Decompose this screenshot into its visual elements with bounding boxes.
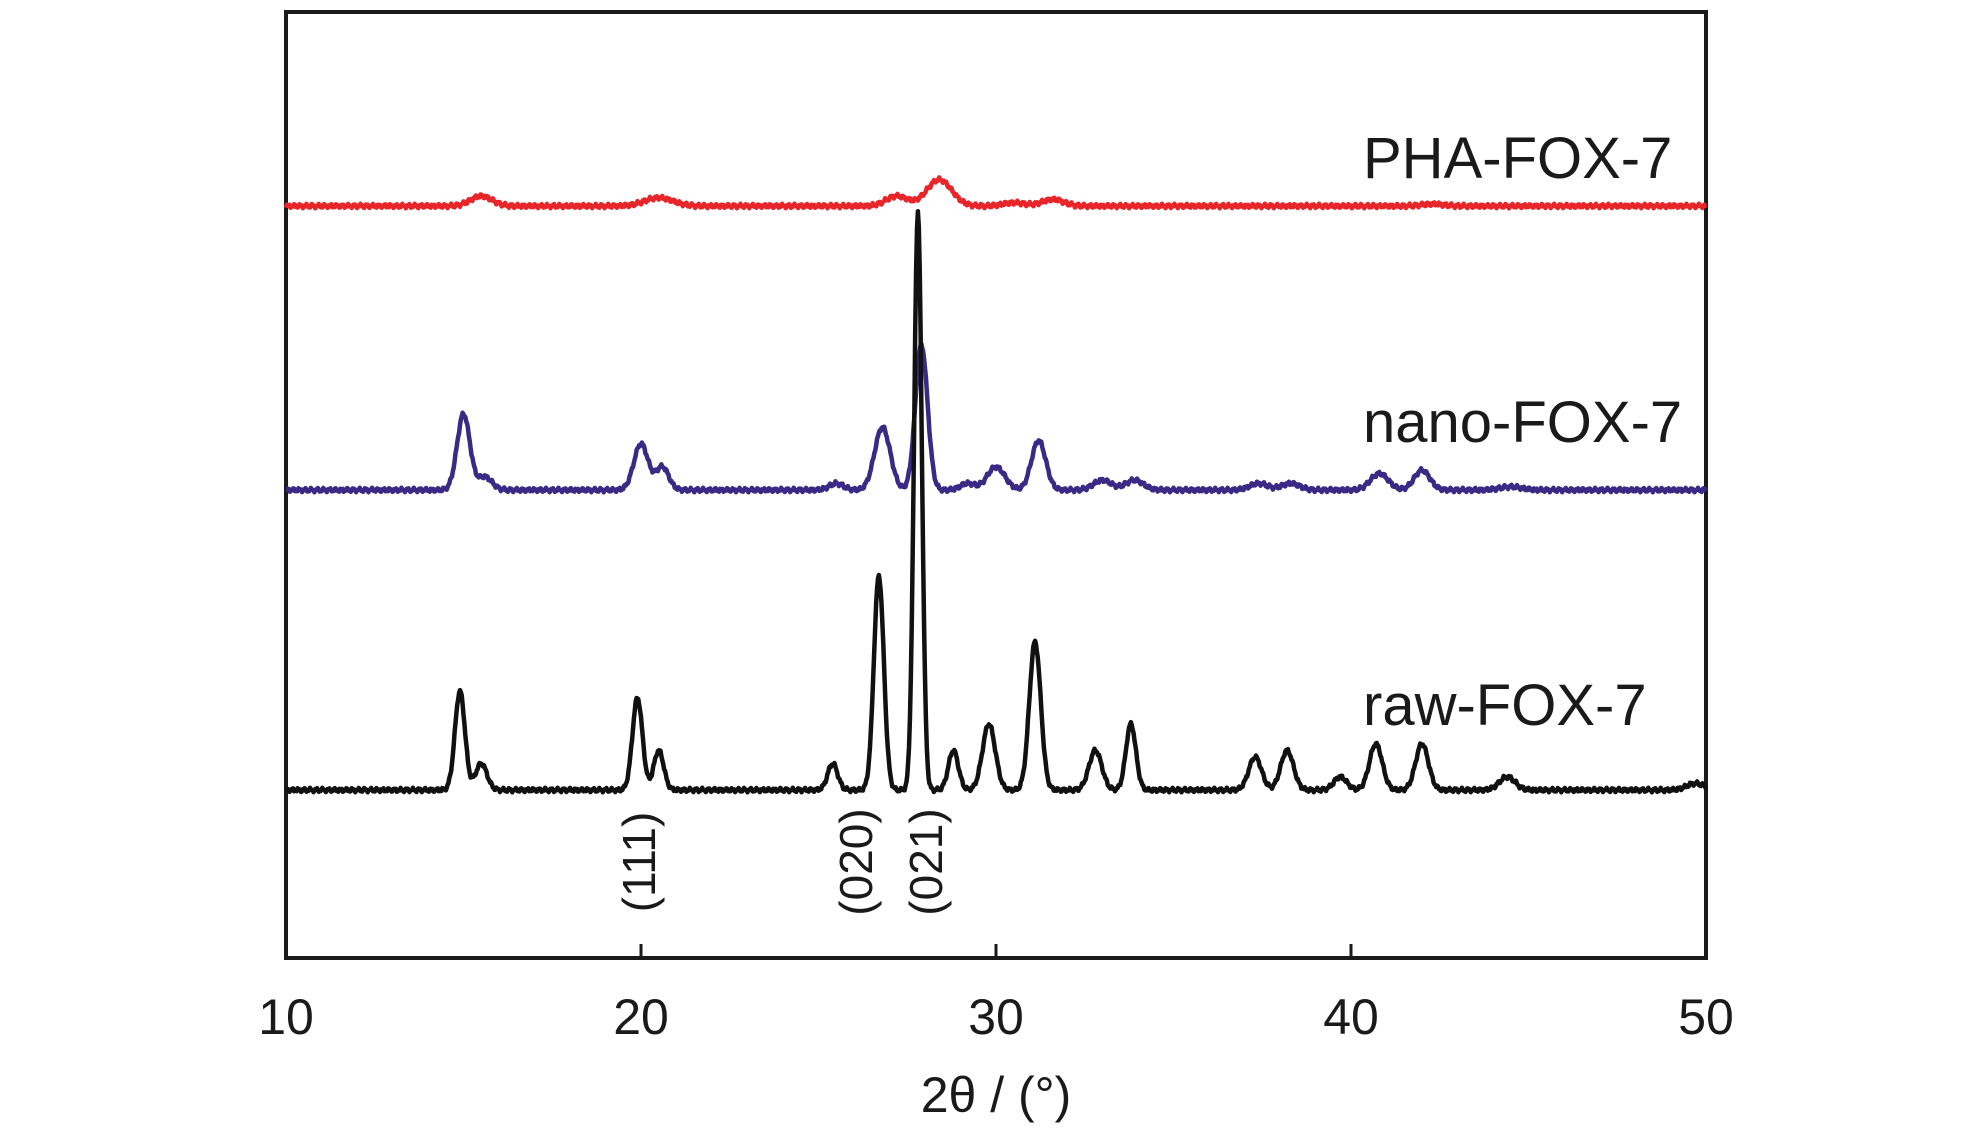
series-line-raw-fox-7 xyxy=(284,209,1709,795)
x-axis-title: 2θ / (°) xyxy=(921,1067,1072,1123)
x-axis-ticks: 10 20 30 40 50 xyxy=(258,944,1734,1045)
x-tick-label: 40 xyxy=(1323,989,1379,1045)
series-label-pha: PHA-FOX-7 xyxy=(1363,126,1672,191)
x-tick-label: 30 xyxy=(968,989,1024,1045)
x-tick-label: 50 xyxy=(1678,989,1734,1045)
x-tick-label: 20 xyxy=(613,989,669,1045)
x-tick-label: 10 xyxy=(258,989,314,1045)
series-line-pha-fox-7 xyxy=(283,175,1708,211)
annotation-111: (111) xyxy=(613,812,665,913)
annotation-021: (021) xyxy=(900,808,952,915)
series-label-nano: nano-FOX-7 xyxy=(1363,390,1682,455)
series-line-nano-fox-7 xyxy=(284,341,1708,495)
series-label-raw: raw-FOX-7 xyxy=(1363,673,1647,738)
series-traces xyxy=(283,175,1709,795)
annotation-020: (020) xyxy=(830,808,882,915)
